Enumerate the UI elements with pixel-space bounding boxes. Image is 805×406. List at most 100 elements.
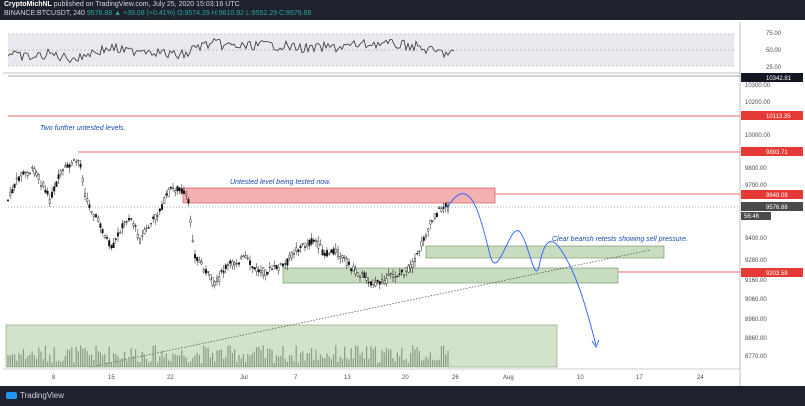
price-tick: 9060.00 <box>745 297 767 303</box>
time-tick: 13 <box>344 375 351 381</box>
candle-body <box>387 274 390 276</box>
candle-body <box>321 249 324 256</box>
candle-body <box>110 245 113 249</box>
candle-body <box>127 217 130 221</box>
volume-bar <box>348 359 350 367</box>
volume-bar <box>113 353 115 367</box>
time-tick: 7 <box>294 375 298 381</box>
candle-body <box>301 243 304 245</box>
volume-bar <box>137 361 139 367</box>
support-zone-lower[interactable] <box>282 267 619 284</box>
volume-bar <box>38 347 40 367</box>
annotation-being-tested[interactable]: Untested level being tested now. <box>230 179 331 186</box>
chart-header: CryptoMichNL published on TradingView.co… <box>0 0 805 20</box>
price-badge-10113-text: 10113.35 <box>766 114 791 120</box>
volume-bar <box>165 353 167 367</box>
volume-bar <box>192 357 194 367</box>
chart-footer: TradingView <box>0 386 805 406</box>
volume-bar <box>36 358 38 367</box>
candle-body <box>365 277 368 281</box>
projection-path[interactable] <box>446 193 597 346</box>
volume-bar <box>374 346 376 367</box>
candle-body <box>284 263 287 265</box>
candle-body <box>145 227 148 230</box>
candle-body <box>132 223 135 226</box>
candle-body <box>275 265 278 269</box>
volume-bar <box>440 346 442 367</box>
candle-body <box>354 268 357 274</box>
candle-body <box>229 260 232 264</box>
price-tick: 10200.00 <box>745 100 771 106</box>
candle-body <box>440 208 443 212</box>
time-tick: 10 <box>577 375 584 381</box>
volume-bar <box>64 355 66 367</box>
symbol-name[interactable]: BINANCE:BTCUSDT, 240 <box>4 10 87 17</box>
candle-body <box>26 171 29 176</box>
author-name[interactable]: CryptoMichNL <box>4 1 52 8</box>
volume-bar <box>205 347 207 367</box>
candle-body <box>62 169 65 172</box>
symbol-info: BINANCE:BTCUSDT, 240 9576.88 ▲ +39.08 (+… <box>4 10 311 17</box>
support-zone-upper[interactable] <box>425 245 665 259</box>
volume-bar <box>216 350 218 367</box>
candle-body <box>246 257 249 260</box>
volume-bar <box>363 358 365 367</box>
volume-bar <box>423 359 425 367</box>
volume-bar <box>447 350 449 367</box>
candle-body <box>438 207 441 209</box>
volume-bar <box>432 359 434 367</box>
rsi-label-25: 25.00 <box>766 65 782 71</box>
volume-bar <box>170 361 172 367</box>
price-tick: 9700.00 <box>745 183 767 189</box>
volume-bar <box>366 346 368 367</box>
volume-zone[interactable] <box>5 324 558 368</box>
volume-bar <box>185 357 187 367</box>
price-badge-9893 <box>741 147 803 156</box>
rsi-label-50: 50.00 <box>766 48 782 54</box>
candle-body <box>326 250 329 257</box>
volume-bar <box>251 353 253 367</box>
volume-bar <box>135 349 137 367</box>
volume-bar <box>282 345 284 367</box>
volume-bar <box>53 347 55 367</box>
annotation-bearish-retests[interactable]: Clear bearish retests showing sell press… <box>552 236 688 243</box>
time-labels: 8 15 22 Jul 7 13 20 26 Aug 10 17 24 <box>52 375 704 381</box>
candle-body <box>427 228 430 232</box>
candle-body <box>119 231 122 234</box>
candle-body <box>15 177 18 180</box>
annotation-untested-levels[interactable]: Two further untested levels. <box>40 125 126 132</box>
price-tick: 8860.00 <box>745 336 767 342</box>
volume-bar <box>196 352 198 367</box>
candle-body <box>160 204 163 210</box>
candle-body <box>66 164 69 168</box>
volume-bar <box>372 349 374 367</box>
volume-bar <box>416 347 418 367</box>
volume-bar <box>297 362 299 367</box>
price-tick: 9280.00 <box>745 258 767 264</box>
candle-body <box>94 214 97 218</box>
ascending-trendline[interactable] <box>89 249 651 368</box>
resistance-zone[interactable] <box>182 187 496 204</box>
candle-body <box>251 266 254 268</box>
candle-body <box>143 229 146 234</box>
time-tick: 26 <box>452 375 459 381</box>
candle-body <box>248 260 251 266</box>
volume-bar <box>275 355 277 367</box>
candle-body <box>90 210 93 213</box>
volume-bar <box>139 362 141 367</box>
candle-body <box>370 281 373 286</box>
time-tick: 15 <box>108 375 115 381</box>
candle-body <box>286 258 289 266</box>
candle-body <box>242 255 245 257</box>
volume-bar <box>399 356 401 367</box>
price-badge-10113 <box>741 111 803 120</box>
volume-bar <box>161 350 163 367</box>
volume-bar <box>418 351 420 367</box>
candle-body <box>363 272 366 278</box>
candle-body <box>317 240 320 249</box>
candle-body <box>191 239 194 242</box>
tradingview-logo[interactable]: TradingView <box>6 391 64 400</box>
candle-body <box>182 190 185 194</box>
volume-bar <box>124 351 126 367</box>
